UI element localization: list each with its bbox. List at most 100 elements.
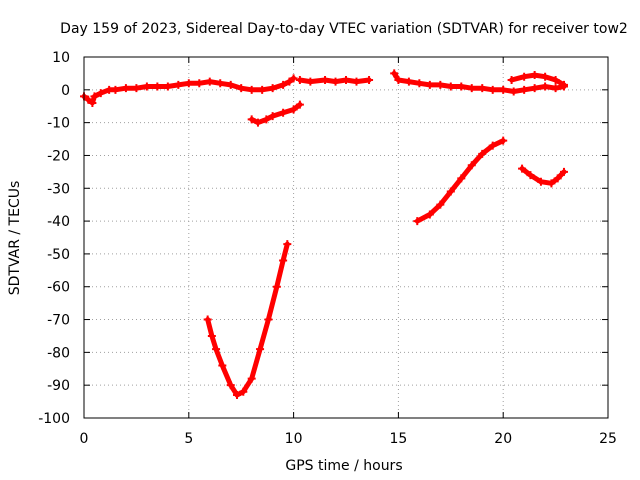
data-point <box>132 84 141 93</box>
data-point <box>457 174 466 183</box>
data-point <box>264 315 273 324</box>
y-tick-label: -60 <box>47 280 70 296</box>
data-point <box>446 82 455 91</box>
data-point <box>436 80 445 89</box>
x-axis-label: GPS time / hours <box>285 458 402 474</box>
data-point <box>467 84 476 93</box>
data-point <box>212 345 221 354</box>
data-point <box>390 69 399 78</box>
chart-title: Day 159 of 2023, Sidereal Day-to-day VTE… <box>60 21 628 37</box>
x-tick-label: 10 <box>285 431 303 447</box>
data-point <box>559 80 568 89</box>
y-tick-label: -100 <box>38 411 70 427</box>
data-point <box>530 84 539 93</box>
data-point <box>553 174 562 183</box>
data-point <box>84 95 93 104</box>
data-point <box>488 141 497 150</box>
data-point <box>226 381 235 390</box>
data-point <box>153 82 162 91</box>
data-point <box>559 167 568 176</box>
data-point <box>436 200 445 209</box>
x-tick-label: 20 <box>494 431 512 447</box>
data-point <box>258 85 267 94</box>
series-arc-4 <box>205 241 290 398</box>
data-point <box>365 75 374 84</box>
data-point <box>425 80 434 89</box>
data-point <box>331 77 340 86</box>
data-point <box>268 84 277 93</box>
data-point <box>247 85 256 94</box>
data-point <box>195 79 204 88</box>
data-point <box>518 164 527 173</box>
data-point <box>499 85 508 94</box>
data-point <box>256 345 265 354</box>
data-point <box>268 112 277 121</box>
data-point <box>203 315 212 324</box>
plot-frame <box>83 56 609 419</box>
data-point <box>499 136 508 145</box>
data-point <box>306 77 315 86</box>
data-point <box>262 115 271 124</box>
y-tick-label: 10 <box>52 50 70 66</box>
data-point <box>488 85 497 94</box>
data-point <box>530 71 539 80</box>
data-point <box>226 80 235 89</box>
data-point <box>547 179 556 188</box>
data-point <box>239 387 248 396</box>
data-point <box>413 217 422 226</box>
data-series <box>80 69 568 400</box>
x-tick-label: 0 <box>80 431 89 447</box>
y-tick-label: -50 <box>47 247 70 263</box>
data-point <box>207 331 216 340</box>
x-tick-label: 25 <box>599 431 617 447</box>
x-tick-labels: 0 5 10 15 20 25 <box>80 431 617 447</box>
x-tick-label: 15 <box>389 431 407 447</box>
data-point <box>507 75 516 84</box>
data-point <box>121 84 130 93</box>
y-tick-label: -20 <box>47 148 70 164</box>
data-point <box>478 84 487 93</box>
data-point <box>174 80 183 89</box>
data-point <box>352 77 361 86</box>
y-tick-label: -80 <box>47 345 70 361</box>
data-point <box>247 115 256 124</box>
series-arc-7 <box>414 138 506 224</box>
data-point <box>541 82 550 91</box>
data-point <box>536 177 545 186</box>
data-point <box>279 108 288 117</box>
y-tick-label: -30 <box>47 181 70 197</box>
y-tick-label: -40 <box>47 214 70 230</box>
data-point <box>283 240 292 249</box>
data-point <box>184 79 193 88</box>
data-point <box>520 72 529 81</box>
data-point <box>404 77 413 86</box>
y-tick-label: 0 <box>61 83 70 99</box>
data-point <box>541 72 550 81</box>
y-tick-label: -90 <box>47 378 70 394</box>
data-point <box>446 187 455 196</box>
data-point <box>551 84 560 93</box>
data-point <box>520 85 529 94</box>
data-point <box>237 84 246 93</box>
data-point <box>478 149 487 158</box>
y-tick-label: -10 <box>47 116 70 132</box>
data-point <box>295 75 304 84</box>
data-point <box>96 89 105 98</box>
data-point <box>342 75 350 84</box>
data-point <box>218 361 227 370</box>
y-tick-label: -70 <box>47 313 70 329</box>
y-tick-labels: 10 0 -10 -20 -30 -40 -50 -60 -70 -80 -90 -100 <box>38 50 70 427</box>
data-point <box>90 92 99 101</box>
data-point <box>233 391 242 400</box>
data-point <box>142 82 151 91</box>
data-point <box>509 87 518 96</box>
x-tick-label: 5 <box>184 431 193 447</box>
series-arc-8 <box>519 166 567 186</box>
y-axis-label: SDTVAR / TECUs <box>7 181 23 296</box>
data-point <box>279 256 288 265</box>
data-point <box>289 105 298 114</box>
data-point <box>295 100 304 109</box>
data-point <box>216 79 225 88</box>
data-point <box>394 75 403 84</box>
